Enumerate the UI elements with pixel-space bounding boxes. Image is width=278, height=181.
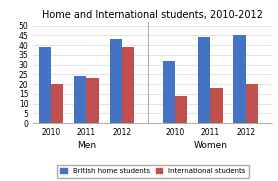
Bar — [163, 61, 175, 123]
Text: Women: Women — [193, 141, 227, 150]
Text: Men: Men — [77, 141, 96, 150]
Bar — [110, 39, 122, 123]
Legend: British home students, International students: British home students, International stu… — [57, 165, 249, 178]
Title: Home and International students, 2010-2012: Home and International students, 2010-20… — [43, 10, 263, 20]
Bar — [234, 35, 246, 123]
Bar — [175, 96, 187, 123]
Bar — [198, 37, 210, 123]
Bar — [122, 47, 134, 123]
Bar — [39, 47, 51, 123]
Bar — [210, 88, 223, 123]
Bar — [51, 84, 63, 123]
Bar — [74, 76, 86, 123]
Bar — [86, 78, 99, 123]
Bar — [246, 84, 258, 123]
